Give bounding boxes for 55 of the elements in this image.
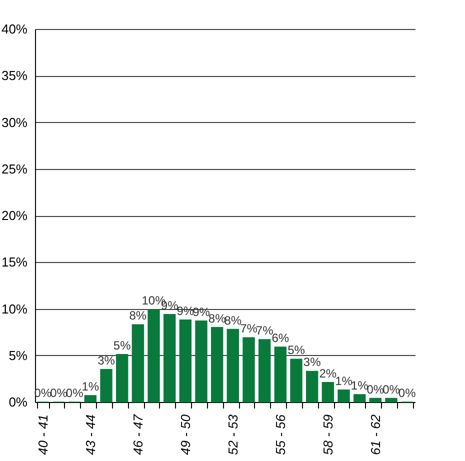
bar (369, 398, 382, 402)
y-tick-label: 15% (1, 254, 28, 270)
data-label: 0% (382, 382, 400, 396)
data-label: 8% (208, 311, 226, 326)
data-label: 3% (98, 353, 116, 368)
y-tick-label: 40% (1, 22, 28, 36)
data-label: 0% (398, 386, 416, 400)
data-label: 1% (82, 379, 100, 394)
bar (84, 395, 97, 402)
bar (385, 398, 398, 402)
data-label: 0% (66, 386, 84, 400)
data-label: 5% (288, 343, 306, 358)
y-tick-label: 5% (8, 348, 28, 363)
data-label: 3% (303, 355, 322, 370)
bar (226, 328, 240, 402)
data-label: 6% (272, 330, 290, 345)
data-label: 7% (256, 324, 274, 338)
x-tick-label: 49 - 50 (178, 414, 193, 455)
bar (290, 358, 302, 402)
bar (132, 324, 144, 402)
x-tick-label: 40 - 41 (35, 414, 50, 455)
bar (179, 320, 192, 402)
data-label: 2% (319, 366, 337, 380)
x-tick-label: 46 - 47 (130, 414, 146, 455)
bar (306, 370, 318, 402)
bar (163, 314, 176, 402)
bar (210, 327, 224, 402)
x-tick-label: 52 - 53 (225, 414, 240, 455)
bar (353, 394, 366, 402)
bar (322, 382, 334, 402)
bar (100, 368, 112, 402)
y-tick-label: 25% (1, 161, 28, 176)
bar (116, 354, 128, 402)
y-tick-label: 35% (1, 68, 28, 84)
bar (274, 346, 287, 402)
data-label: 1% (335, 374, 353, 388)
data-label: 8% (129, 308, 147, 323)
bar (195, 320, 208, 402)
data-label: 7% (240, 322, 258, 336)
y-tick-label: 10% (1, 301, 28, 316)
x-tick-label: 58 - 59 (320, 414, 336, 455)
data-label: 8% (224, 313, 242, 328)
x-tick-label: 61 - 62 (368, 414, 383, 455)
data-label: 5% (113, 338, 132, 352)
x-tick-label: 55 - 56 (272, 414, 288, 455)
data-label: 0% (366, 382, 384, 396)
bar (338, 389, 350, 402)
y-tick-label: 0% (8, 394, 28, 410)
bar (242, 337, 255, 402)
y-tick-label: 20% (1, 208, 28, 223)
data-label: 0% (50, 386, 68, 400)
bar (258, 339, 271, 402)
y-tick-label: 30% (1, 114, 28, 130)
x-tick-label: 43 - 44 (82, 414, 98, 455)
bar (148, 309, 160, 402)
